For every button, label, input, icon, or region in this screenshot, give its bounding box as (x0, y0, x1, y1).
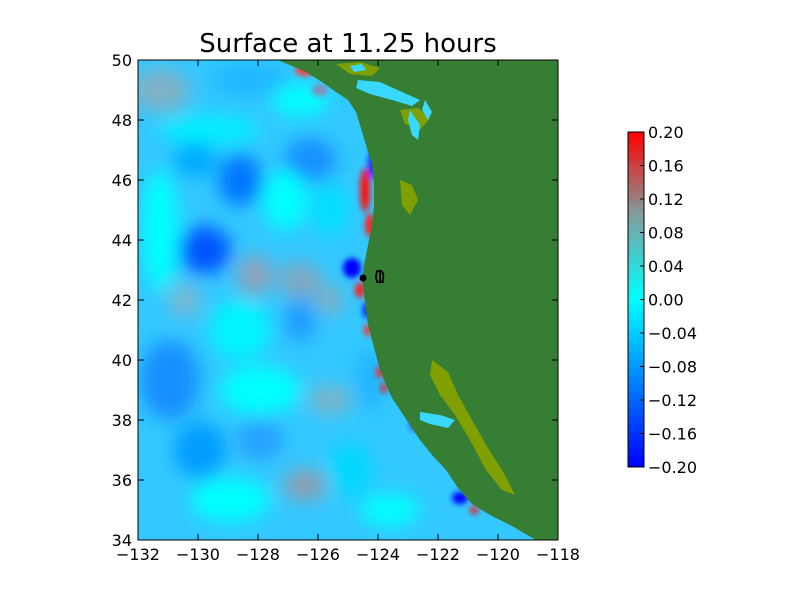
colorbar-tick-label: 0.04 (648, 257, 684, 276)
y-tick-label: 42 (112, 291, 132, 310)
colorbar-tick-label: 0.00 (648, 291, 684, 310)
colorbar-tick-label: −0.20 (648, 458, 697, 477)
colorbar-tick-label: 0.12 (648, 190, 684, 209)
x-tick-label: −122 (416, 545, 460, 564)
x-tick-label: −130 (176, 545, 220, 564)
chart-title: Surface at 11.25 hours (199, 29, 497, 59)
gauge-label: 1 (374, 267, 385, 288)
inland-waters (350, 64, 455, 428)
plot-area (138, 60, 558, 540)
colorbar-tick-label: −0.04 (648, 324, 697, 343)
colorbar-tick-label: −0.08 (648, 358, 697, 377)
y-tick-label: 48 (112, 111, 132, 130)
gauge-labels: 01 (374, 267, 385, 288)
gauge-marker (359, 274, 367, 282)
colorbar-tick-label: 0.16 (648, 157, 684, 176)
x-tick-label: −120 (476, 545, 520, 564)
colorbar-ticks: −0.20 −0.16 −0.12 −0.08 −0.04 0.00 0.04 0.08 0.1… (640, 123, 697, 477)
x-tick-label: −118 (536, 545, 580, 564)
y-tick-label: 40 (112, 351, 132, 370)
x-tick-label: −124 (356, 545, 400, 564)
x-axis: −132 −130 −128 −126 −124 −122 −120 −118 (116, 60, 580, 564)
land-mass (278, 60, 558, 540)
x-tick-label: −132 (116, 545, 160, 564)
wave-field (138, 62, 420, 526)
y-tick-label: 38 (112, 411, 132, 430)
y-axis: 34 36 38 40 42 44 46 48 50 (112, 51, 558, 550)
x-tick-label: −128 (236, 545, 280, 564)
y-tick-label: 44 (112, 231, 132, 250)
gauge-label: 0 (374, 267, 385, 288)
y-tick-label: 46 (112, 171, 132, 190)
colorbar-tick-label: −0.16 (648, 425, 697, 444)
colorbar-tick-label: 0.20 (648, 123, 684, 142)
y-tick-label: 50 (112, 51, 132, 70)
colorbar-tick-label: −0.12 (648, 391, 697, 410)
colorbar: −0.20 −0.16 −0.12 −0.08 −0.04 0.00 0.04 0.08 0.1… (627, 123, 697, 477)
y-tick-label: 34 (112, 531, 132, 550)
colorbar-tick-label: 0.08 (648, 224, 684, 243)
x-tick-label: −126 (296, 545, 340, 564)
y-tick-label: 36 (112, 471, 132, 490)
